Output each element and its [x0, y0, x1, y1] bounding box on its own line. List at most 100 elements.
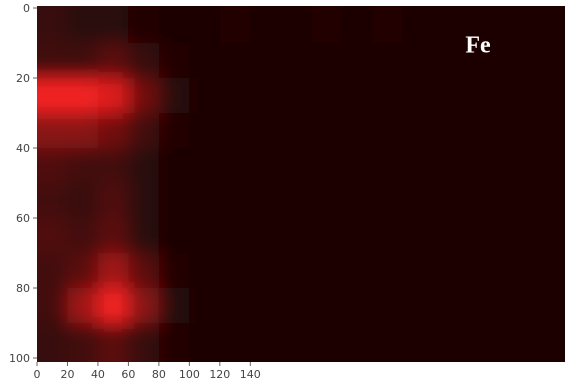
- heat-cell: [463, 218, 496, 254]
- heat-cell: [128, 43, 160, 79]
- y-tick-label: 20: [16, 72, 30, 85]
- heat-cell: [372, 148, 404, 184]
- heat-cell: [433, 323, 465, 362]
- heat-cell: [67, 148, 99, 184]
- x-tick-label: 100: [179, 368, 200, 381]
- heat-cell: [189, 78, 221, 114]
- heat-cell: [463, 43, 496, 79]
- heat-cell: [97, 6, 130, 44]
- heat-cell: [158, 218, 191, 254]
- heat-cell: [128, 183, 160, 219]
- heat-cell: [219, 6, 252, 44]
- heat-cell: [463, 78, 496, 114]
- heat-cell: [128, 288, 160, 324]
- heat-cell: [494, 148, 526, 184]
- heat-cell: [97, 218, 130, 254]
- heat-cell: [219, 218, 252, 254]
- heat-cell: [37, 183, 69, 219]
- heat-cell: [37, 288, 69, 324]
- heat-cell: [189, 288, 221, 324]
- heat-cell: [433, 183, 465, 219]
- heat-cell: [37, 323, 69, 362]
- heat-cell: [219, 323, 252, 362]
- heat-cell: [37, 113, 69, 149]
- heat-cell: [97, 148, 130, 184]
- heat-cell: [311, 113, 343, 149]
- heat-cell: [67, 183, 99, 219]
- heat-cell: [311, 43, 343, 79]
- y-tick-label: 100: [9, 352, 30, 365]
- heat-cell: [67, 253, 99, 289]
- heat-cell: [372, 6, 404, 44]
- heat-cell: [402, 288, 435, 324]
- heat-cell: [189, 6, 221, 44]
- heat-cell: [463, 288, 496, 324]
- heat-cell: [219, 288, 252, 324]
- heat-cell: [250, 78, 282, 114]
- heat-cell: [37, 78, 69, 114]
- heat-cell: [250, 218, 282, 254]
- heat-cell: [372, 323, 404, 362]
- heat-cell: [402, 6, 435, 44]
- heat-cell: [341, 183, 374, 219]
- heat-cell: [250, 253, 282, 289]
- heat-cell: [494, 6, 526, 44]
- heat-cell: [280, 6, 313, 44]
- heat-cell: [341, 78, 374, 114]
- heat-cell: [494, 218, 526, 254]
- heat-cell: [280, 288, 313, 324]
- heat-cell: [128, 253, 160, 289]
- heat-cell: [189, 218, 221, 254]
- heat-cell: [372, 288, 404, 324]
- heat-cell: [463, 6, 496, 44]
- heat-cell: [311, 148, 343, 184]
- heat-cell: [372, 113, 404, 149]
- heat-cell: [128, 323, 160, 362]
- heat-cell: [128, 113, 160, 149]
- heat-cell: [524, 148, 565, 184]
- chart-title: Fe: [465, 33, 491, 59]
- heat-cell: [158, 148, 191, 184]
- heat-cell: [341, 288, 374, 324]
- image: [37, 6, 565, 362]
- heat-cell: [524, 253, 565, 289]
- heat-cell: [37, 6, 69, 44]
- heat-cell: [494, 288, 526, 324]
- heat-cell: [433, 43, 465, 79]
- heat-cell: [341, 253, 374, 289]
- heat-cell: [372, 183, 404, 219]
- heat-cell: [37, 218, 69, 254]
- heat-cell: [494, 78, 526, 114]
- heat-cell: [372, 78, 404, 114]
- heat-cell: [67, 323, 99, 362]
- heat-cell: [311, 218, 343, 254]
- heat-cell: [219, 78, 252, 114]
- heat-cell: [494, 253, 526, 289]
- x-tick-label: 60: [121, 368, 135, 381]
- heat-cell: [524, 183, 565, 219]
- heat-cell: [341, 113, 374, 149]
- heat-cell: [97, 288, 130, 324]
- heat-cell: [494, 113, 526, 149]
- heat-cell: [128, 78, 160, 114]
- heat-cell: [280, 113, 313, 149]
- heat-cell: [67, 113, 99, 149]
- heat-cell: [97, 113, 130, 149]
- x-tick-label: 80: [152, 368, 166, 381]
- y-tick-label: 40: [16, 142, 30, 155]
- heat-cell: [402, 78, 435, 114]
- heat-cell: [433, 6, 465, 44]
- heat-cell: [250, 6, 282, 44]
- heat-cell: [402, 183, 435, 219]
- heat-cell: [524, 78, 565, 114]
- heat-cell: [524, 6, 565, 44]
- heat-cell: [524, 323, 565, 362]
- y-tick-label: 80: [16, 282, 30, 295]
- heat-cell: [67, 78, 99, 114]
- heat-cell: [280, 183, 313, 219]
- heat-cell: [158, 6, 191, 44]
- heat-cell: [67, 288, 99, 324]
- heat-cell: [158, 183, 191, 219]
- heat-cell: [189, 323, 221, 362]
